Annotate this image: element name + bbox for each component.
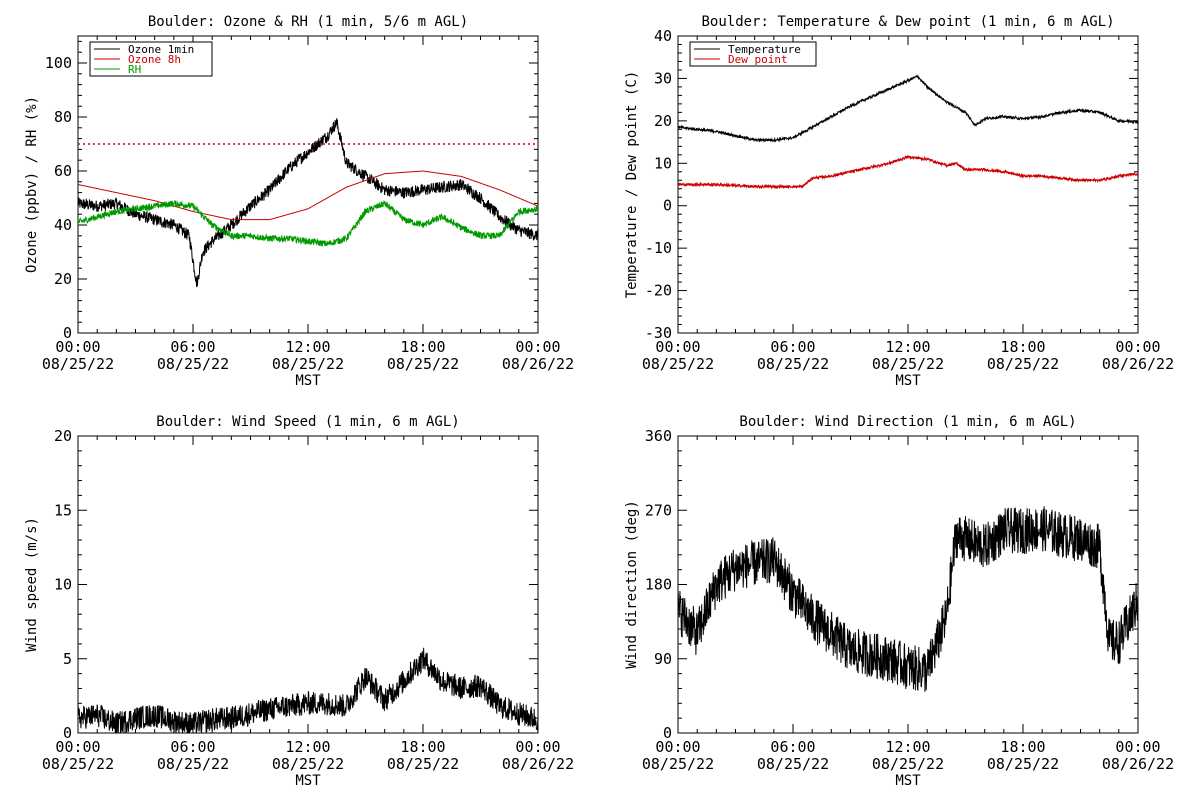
y-axis-label: Wind speed (m/s) (24, 517, 40, 652)
y-tick-label: -30 (645, 324, 672, 342)
y-tick-label: 60 (54, 162, 72, 180)
x-tick-date-label: 08/25/22 (872, 755, 944, 773)
x-tick-time-label: 12:00 (885, 338, 930, 356)
wind-direction-panel: Boulder: Wind Direction (1 min, 6 m AGL)… (624, 414, 1174, 789)
legend-entry: Temperature (728, 43, 801, 56)
plot-frame (77, 35, 539, 334)
x-tick-date-label: 08/25/22 (757, 355, 829, 373)
y-tick-label: 100 (45, 54, 72, 72)
y-tick-label: 15 (54, 501, 72, 519)
panel-title: Boulder: Temperature & Dew point (1 min,… (701, 14, 1114, 30)
x-tick-time-label: 12:00 (285, 338, 330, 356)
x-axis-label: MST (295, 773, 321, 789)
panel-title: Boulder: Ozone & RH (1 min, 5/6 m AGL) (148, 14, 468, 30)
y-tick-label: 10 (54, 576, 72, 594)
legend-box (689, 41, 817, 67)
x-tick-time-label: 00:00 (655, 338, 700, 356)
legend-entry: Ozone 1min (128, 43, 194, 56)
y-tick-label: 80 (54, 108, 72, 126)
y-tick-label: 360 (645, 427, 672, 445)
legend-entry: RH (128, 63, 141, 76)
panel-title: Boulder: Wind Direction (1 min, 6 m AGL) (739, 414, 1076, 430)
x-tick-time-label: 12:00 (885, 738, 930, 756)
x-tick-time-label: 18:00 (1000, 338, 1045, 356)
y-tick-label: 0 (63, 724, 72, 742)
y-tick-label: -10 (645, 239, 672, 257)
x-tick-time-label: 00:00 (515, 338, 560, 356)
y-tick-label: 40 (54, 216, 72, 234)
y-axis-label: Ozone (ppbv) / RH (%) (24, 96, 40, 273)
series-line (678, 506, 1138, 692)
x-tick-date-label: 08/26/22 (502, 355, 574, 373)
x-tick-date-label: 08/25/22 (272, 755, 344, 773)
series-line (78, 200, 538, 247)
x-tick-time-label: 06:00 (170, 338, 215, 356)
legend-entry: Ozone 8h (128, 53, 181, 66)
x-tick-date-label: 08/25/22 (42, 755, 114, 773)
y-axis-label: Wind direction (deg) (624, 500, 640, 669)
x-tick-time-label: 06:00 (770, 738, 815, 756)
x-tick-date-label: 08/25/22 (987, 355, 1059, 373)
x-tick-date-label: 08/25/22 (642, 755, 714, 773)
y-tick-label: 180 (645, 576, 672, 594)
x-tick-time-label: 18:00 (400, 338, 445, 356)
y-tick-label: 20 (54, 427, 72, 445)
ozone-rh-panel: Boulder: Ozone & RH (1 min, 5/6 m AGL) 0 2… (24, 14, 574, 389)
x-tick-time-label: 00:00 (1115, 738, 1160, 756)
x-axis-label: MST (895, 773, 921, 789)
x-tick-time-label: 18:00 (400, 738, 445, 756)
y-axis-label: Temperature / Dew point (C) (624, 71, 640, 299)
legend-entry: Dew point (728, 53, 788, 66)
x-tick-time-label: 06:00 (770, 338, 815, 356)
y-tick-label: 30 (654, 69, 672, 87)
series-line (678, 154, 1138, 190)
x-tick-time-label: 06:00 (170, 738, 215, 756)
x-tick-date-label: 08/25/22 (42, 355, 114, 373)
x-tick-date-label: 08/25/22 (157, 755, 229, 773)
y-tick-label: 20 (654, 112, 672, 130)
y-tick-label: 5 (63, 650, 72, 668)
series-line (78, 170, 538, 221)
x-tick-date-label: 08/25/22 (272, 355, 344, 373)
x-tick-date-label: 08/25/22 (387, 355, 459, 373)
x-tick-date-label: 08/25/22 (157, 355, 229, 373)
panel-title: Boulder: Wind Speed (1 min, 6 m AGL) (156, 414, 459, 430)
y-tick-label: 10 (654, 154, 672, 172)
x-tick-time-label: 00:00 (1115, 338, 1160, 356)
y-tick-label: 0 (663, 724, 672, 742)
x-axis-label: MST (295, 373, 321, 389)
x-tick-date-label: 08/26/22 (1102, 755, 1174, 773)
y-tick-label: -20 (645, 282, 672, 300)
x-tick-date-label: 08/26/22 (502, 755, 574, 773)
x-tick-date-label: 08/25/22 (987, 755, 1059, 773)
x-tick-date-label: 08/25/22 (642, 355, 714, 373)
y-tick-label: 0 (63, 324, 72, 342)
x-tick-time-label: 18:00 (1000, 738, 1045, 756)
x-tick-date-label: 08/25/22 (387, 755, 459, 773)
x-tick-date-label: 08/25/22 (757, 755, 829, 773)
wind-speed-panel: Boulder: Wind Speed (1 min, 6 m AGL) 0 5 10… (24, 414, 574, 789)
y-tick-label: 20 (54, 270, 72, 288)
series-line (78, 647, 538, 733)
x-tick-time-label: 00:00 (55, 738, 100, 756)
series-line (78, 118, 538, 288)
x-tick-time-label: 00:00 (655, 738, 700, 756)
x-tick-time-label: 00:00 (55, 338, 100, 356)
series-line (678, 74, 1138, 143)
y-tick-label: 90 (654, 650, 672, 668)
y-tick-label: 270 (645, 501, 672, 519)
x-tick-time-label: 12:00 (285, 738, 330, 756)
x-tick-date-label: 08/25/22 (872, 355, 944, 373)
x-tick-date-label: 08/26/22 (1102, 355, 1174, 373)
x-tick-time-label: 00:00 (515, 738, 560, 756)
y-tick-label: 40 (654, 27, 672, 45)
temperature-dewpoint-panel: Boulder: Temperature & Dew point (1 min,… (624, 14, 1174, 389)
x-axis-label: MST (895, 373, 921, 389)
y-tick-label: 0 (663, 197, 672, 215)
